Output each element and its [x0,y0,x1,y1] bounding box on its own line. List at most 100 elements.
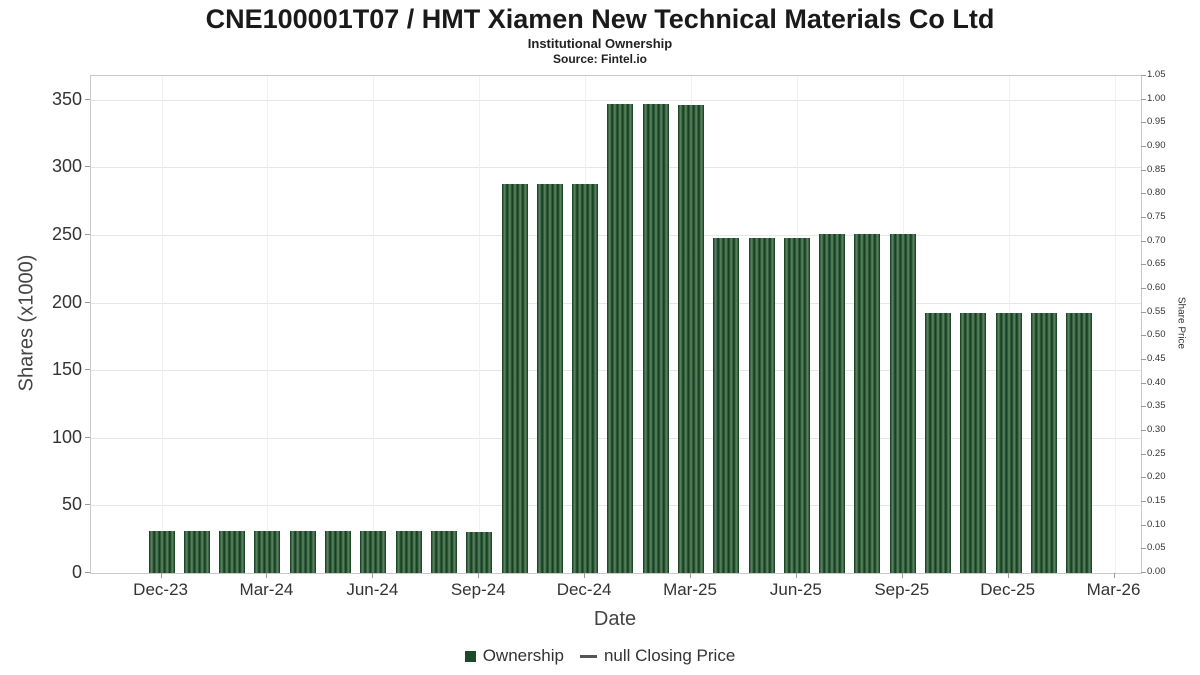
x-axis-tick-label: Sep-24 [450,580,506,599]
ownership-bar [183,531,210,573]
y-axis-tickmark-right [1141,240,1146,242]
y-axis-tickmark-right [1141,98,1146,100]
chart-subtitle: Institutional Ownership [527,36,673,51]
x-axis-tick-label: Mar-24 [239,580,294,599]
ownership-bar [536,183,563,573]
y-axis-tick-label-right: 0.70 [1147,234,1166,246]
y-axis-tickmark-left [85,233,90,235]
y-axis-tick-label-right: 0.80 [1147,187,1166,199]
y-axis-tickmark-left [85,369,90,371]
y-axis-tickmark-left [85,504,90,506]
y-axis-tickmark-right [1141,453,1146,455]
y-axis-tick-label-right: 1.05 [1147,69,1166,80]
y-axis-tick-label-left: 0 [71,562,82,582]
x-axis-tick-label: Sep-25 [874,580,930,599]
y-axis-tickmark-right [1141,406,1146,408]
x-axis-tickmark [266,573,268,578]
closing-price-line-icon [579,654,597,658]
y-axis-tickmark-right [1141,122,1146,124]
y-axis-tickmark-left [85,98,90,100]
y-axis-tickmark-right [1141,169,1146,171]
y-axis-tick-label-right: 1.00 [1147,92,1166,104]
ownership-bar [360,531,387,573]
y-axis-tickmark-right [1141,335,1146,337]
y-axis-tick-label-left: 250 [51,223,82,244]
y-axis-tick-label-right: 0.75 [1147,211,1166,222]
gridline-vertical [161,76,163,573]
y-axis-tick-label-right: 0.00 [1147,566,1166,577]
y-axis-tickmark-right [1141,75,1146,76]
gridline-vertical [479,76,481,573]
y-axis-tickmark-right [1141,572,1146,573]
y-axis-tickmark-left [85,301,90,303]
ownership-bar [995,313,1022,573]
y-axis-tickmark-right [1141,193,1146,195]
y-axis-tick-label-right: 0.60 [1147,282,1166,293]
x-axis-tickmark [372,573,374,578]
plot-area [90,75,1142,574]
x-axis-tickmark [901,573,903,578]
chart-source: Source: Fintel.io [552,52,647,66]
ownership-bar [960,313,987,573]
ownership-bar [254,531,281,573]
ownership-bar [925,313,952,573]
ownership-bar [289,531,316,573]
y-axis-tickmark-right [1141,264,1146,266]
y-axis-tick-label-right: 0.50 [1147,329,1166,341]
y-axis-tick-label-left: 100 [51,426,82,447]
y-axis-tick-label-right: 0.65 [1147,258,1166,270]
y-axis-tickmark-right [1141,217,1146,218]
x-axis-tick-label: Dec-25 [980,580,1036,599]
legend-item-ownership: Ownership [464,646,564,666]
x-axis-tickmark [160,573,162,578]
legend-label-closing-price: null Closing Price [603,646,736,665]
y-axis-tick-label-right: 0.95 [1147,116,1166,128]
x-axis-tick-label: Jun-24 [346,580,399,599]
y-axis-tickmark-right [1141,548,1146,550]
y-axis-tickmark-right [1141,430,1146,431]
x-axis-tickmark [1007,573,1009,578]
y-axis-tickmark-right [1141,382,1146,384]
ownership-bar [572,183,599,573]
x-axis-tick-label: Mar-26 [1086,580,1141,599]
y-axis-tick-label-left: 150 [51,359,82,380]
ownership-bar [219,531,246,573]
x-axis-tickmark [795,573,797,578]
y-axis-tick-label-left: 200 [51,291,82,312]
chart-title: CNE100001T07 / HMT Xiamen New Technical … [205,4,995,34]
gridline-vertical [267,76,269,573]
ownership-bar [748,237,775,573]
ownership-bar [501,183,528,573]
ownership-bar [854,233,881,573]
gridline-vertical [373,76,375,573]
y-axis-tick-label-right: 0.15 [1147,495,1166,506]
legend-item-closing-price: null Closing Price [579,646,736,666]
y-axis-tick-label-right: 0.20 [1147,471,1166,483]
y-axis-tickmark-right [1141,477,1146,479]
ownership-bar [607,103,634,573]
x-axis-tickmark [478,573,480,578]
ownership-bar [430,531,457,573]
ownership-bar [395,531,422,573]
ownership-bar [713,237,740,573]
x-axis-tickmark [690,573,691,578]
gridline-horizontal [91,99,1141,101]
y-axis-tick-label-right: 0.25 [1147,447,1166,459]
y-axis-tick-label-right: 0.35 [1147,400,1166,412]
y-axis-tick-label-right: 0.85 [1147,163,1166,175]
y-axis-tick-label-left: 50 [61,494,82,515]
y-axis-tickmark-left [85,572,90,573]
ownership-bar [783,237,810,573]
x-axis-tick-label: Jun-25 [769,580,822,599]
y-axis-tick-label-right: 0.10 [1147,518,1166,530]
ownership-bar [819,233,846,573]
y-axis-tick-label-left: 300 [51,156,82,177]
ownership-bar [325,531,352,573]
y-axis-tickmark-right [1141,288,1146,289]
y-axis-tickmark-right [1141,359,1146,360]
x-axis-tick-label: Dec-23 [133,580,188,599]
y-axis-tickmark-right [1141,524,1146,526]
y-axis-tick-label-right: 0.40 [1147,376,1166,388]
x-axis-tickmark [1113,573,1115,578]
